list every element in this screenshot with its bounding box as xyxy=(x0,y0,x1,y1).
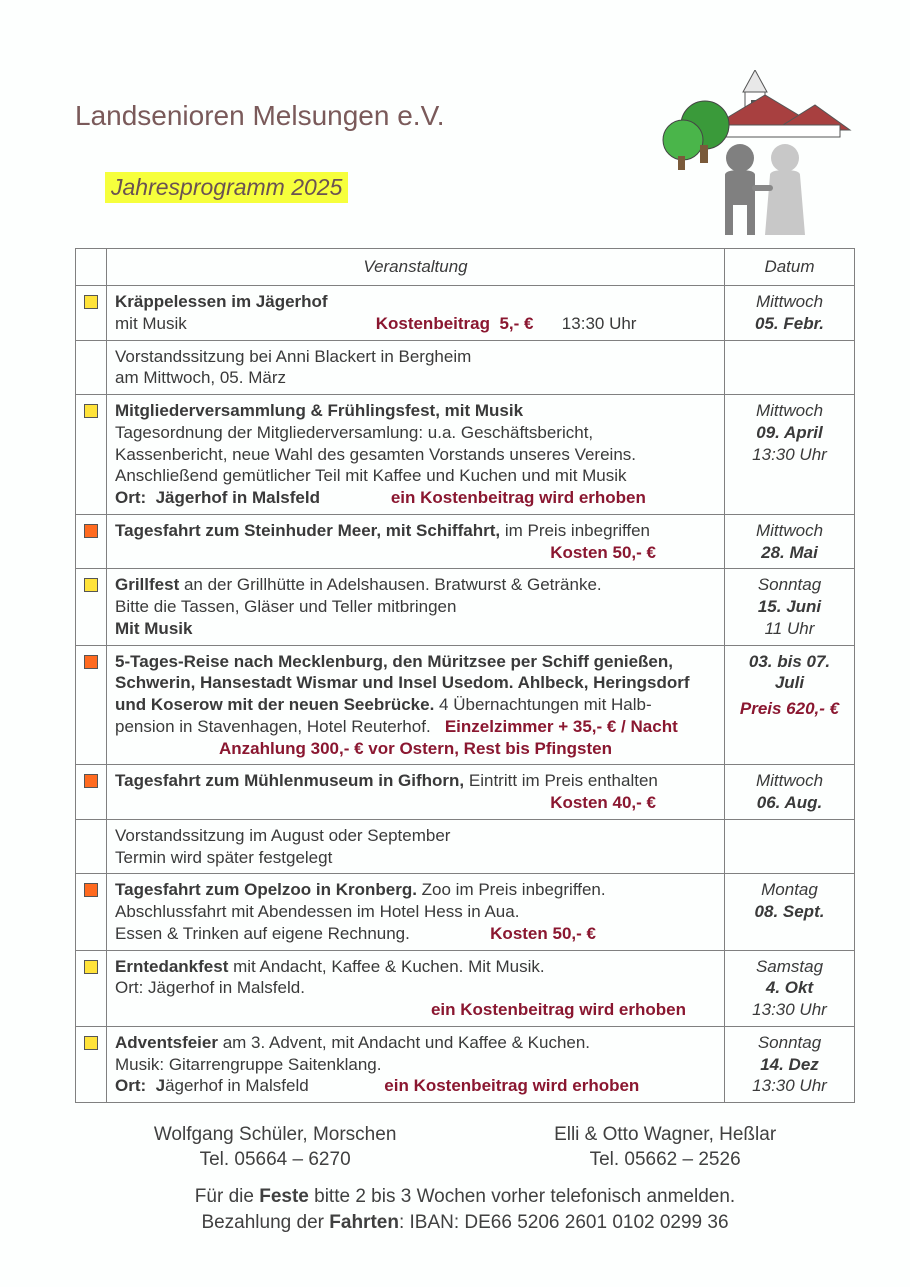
col-date: Datum xyxy=(725,249,855,286)
orange-square-icon xyxy=(84,655,98,669)
table-row: Tagesfahrt zum Mühlenmuseum in Gifhorn, … xyxy=(76,765,855,820)
footer-line-1: Für die Feste bitte 2 bis 3 Wochen vorhe… xyxy=(75,1184,855,1210)
date-cell: Sonntag14. Dez13:30 Uhr xyxy=(725,1026,855,1102)
date-cell xyxy=(725,340,855,395)
footer-note: Für die Feste bitte 2 bis 3 Wochen vorhe… xyxy=(75,1184,855,1235)
yellow-square-icon xyxy=(84,404,98,418)
orange-square-icon xyxy=(84,524,98,538)
event-cell: 5-Tages-Reise nach Mecklenburg, den Müri… xyxy=(107,645,725,765)
col-event: Veranstaltung xyxy=(107,249,725,286)
bullet-cell xyxy=(76,819,107,874)
date-cell: Sonntag15. Juni11 Uhr xyxy=(725,569,855,645)
table-row: Tagesfahrt zum Steinhuder Meer, mit Schi… xyxy=(76,514,855,569)
table-header-row: Veranstaltung Datum xyxy=(76,249,855,286)
event-cell: Tagesfahrt zum Opelzoo in Kronberg. Zoo … xyxy=(107,874,725,950)
event-cell: Tagesfahrt zum Steinhuder Meer, mit Schi… xyxy=(107,514,725,569)
table-row: Grillfest an der Grillhütte in Adelshaus… xyxy=(76,569,855,645)
yellow-square-icon xyxy=(84,960,98,974)
header: Landsenioren Melsungen e.V. Jahresprogra… xyxy=(75,70,855,240)
event-cell: Kräppelessen im Jägerhofmit Musik Kosten… xyxy=(107,286,725,341)
date-cell: Mittwoch28. Mai xyxy=(725,514,855,569)
program-table: Veranstaltung Datum Kräppelessen im Jäge… xyxy=(75,248,855,1103)
date-cell: 03. bis 07. JuliPreis 620,- € xyxy=(725,645,855,765)
date-cell: Samstag4. Okt13:30 Uhr xyxy=(725,950,855,1026)
bullet-cell xyxy=(76,950,107,1026)
bullet-cell xyxy=(76,514,107,569)
table-row: 5-Tages-Reise nach Mecklenburg, den Müri… xyxy=(76,645,855,765)
table-row: Tagesfahrt zum Opelzoo in Kronberg. Zoo … xyxy=(76,874,855,950)
date-cell xyxy=(725,819,855,874)
yellow-square-icon xyxy=(84,295,98,309)
main-title: Landsenioren Melsungen e.V. xyxy=(75,100,444,132)
contacts: Wolfgang Schüler, Morschen Tel. 05664 – … xyxy=(75,1123,855,1172)
table-row: Kräppelessen im Jägerhofmit Musik Kosten… xyxy=(76,286,855,341)
table-row: Vorstandssitzung bei Anni Blackert in Be… xyxy=(76,340,855,395)
event-cell: Mitgliederversammlung & Frühlingsfest, m… xyxy=(107,395,725,515)
date-cell: Mittwoch06. Aug. xyxy=(725,765,855,820)
table-row: Adventsfeier am 3. Advent, mit Andacht u… xyxy=(76,1026,855,1102)
date-cell: Mittwoch09. April13:30 Uhr xyxy=(725,395,855,515)
bullet-cell xyxy=(76,645,107,765)
header-left: Landsenioren Melsungen e.V. Jahresprogra… xyxy=(75,70,444,203)
yellow-square-icon xyxy=(84,578,98,592)
orange-square-icon xyxy=(84,883,98,897)
event-cell: Vorstandssitzung bei Anni Blackert in Be… xyxy=(107,340,725,395)
footer: Wolfgang Schüler, Morschen Tel. 05664 – … xyxy=(75,1123,855,1236)
yellow-square-icon xyxy=(84,1036,98,1050)
orange-square-icon xyxy=(84,774,98,788)
bullet-cell xyxy=(76,569,107,645)
club-logo xyxy=(655,70,855,240)
date-cell: Mittwoch05. Febr. xyxy=(725,286,855,341)
date-cell: Montag08. Sept. xyxy=(725,874,855,950)
contact-2-tel: Tel. 05662 – 2526 xyxy=(554,1148,776,1173)
page: Landsenioren Melsungen e.V. Jahresprogra… xyxy=(0,0,910,1287)
table-row: Vorstandssitzung im August oder Septembe… xyxy=(76,819,855,874)
bullet-cell xyxy=(76,286,107,341)
contact-2: Elli & Otto Wagner, Heßlar Tel. 05662 – … xyxy=(554,1123,776,1172)
event-cell: Vorstandssitzung im August oder Septembe… xyxy=(107,819,725,874)
subtitle: Jahresprogramm 2025 xyxy=(105,172,348,203)
subtitle-wrap: Jahresprogramm 2025 xyxy=(105,172,444,203)
bullet-cell xyxy=(76,874,107,950)
event-cell: Erntedankfest mit Andacht, Kaffee & Kuch… xyxy=(107,950,725,1026)
event-cell: Adventsfeier am 3. Advent, mit Andacht u… xyxy=(107,1026,725,1102)
event-cell: Tagesfahrt zum Mühlenmuseum in Gifhorn, … xyxy=(107,765,725,820)
bullet-cell xyxy=(76,1026,107,1102)
table-row: Erntedankfest mit Andacht, Kaffee & Kuch… xyxy=(76,950,855,1026)
contact-1-tel: Tel. 05664 – 6270 xyxy=(154,1148,397,1173)
event-cell: Grillfest an der Grillhütte in Adelshaus… xyxy=(107,569,725,645)
footer-line-2: Bezahlung der Fahrten: IBAN: DE66 5206 2… xyxy=(75,1210,855,1236)
contact-2-name: Elli & Otto Wagner, Heßlar xyxy=(554,1123,776,1148)
bullet-cell xyxy=(76,340,107,395)
contact-1-name: Wolfgang Schüler, Morschen xyxy=(154,1123,397,1148)
table-row: Mitgliederversammlung & Frühlingsfest, m… xyxy=(76,395,855,515)
bullet-cell xyxy=(76,395,107,515)
col-bullet xyxy=(76,249,107,286)
bullet-cell xyxy=(76,765,107,820)
contact-1: Wolfgang Schüler, Morschen Tel. 05664 – … xyxy=(154,1123,397,1172)
